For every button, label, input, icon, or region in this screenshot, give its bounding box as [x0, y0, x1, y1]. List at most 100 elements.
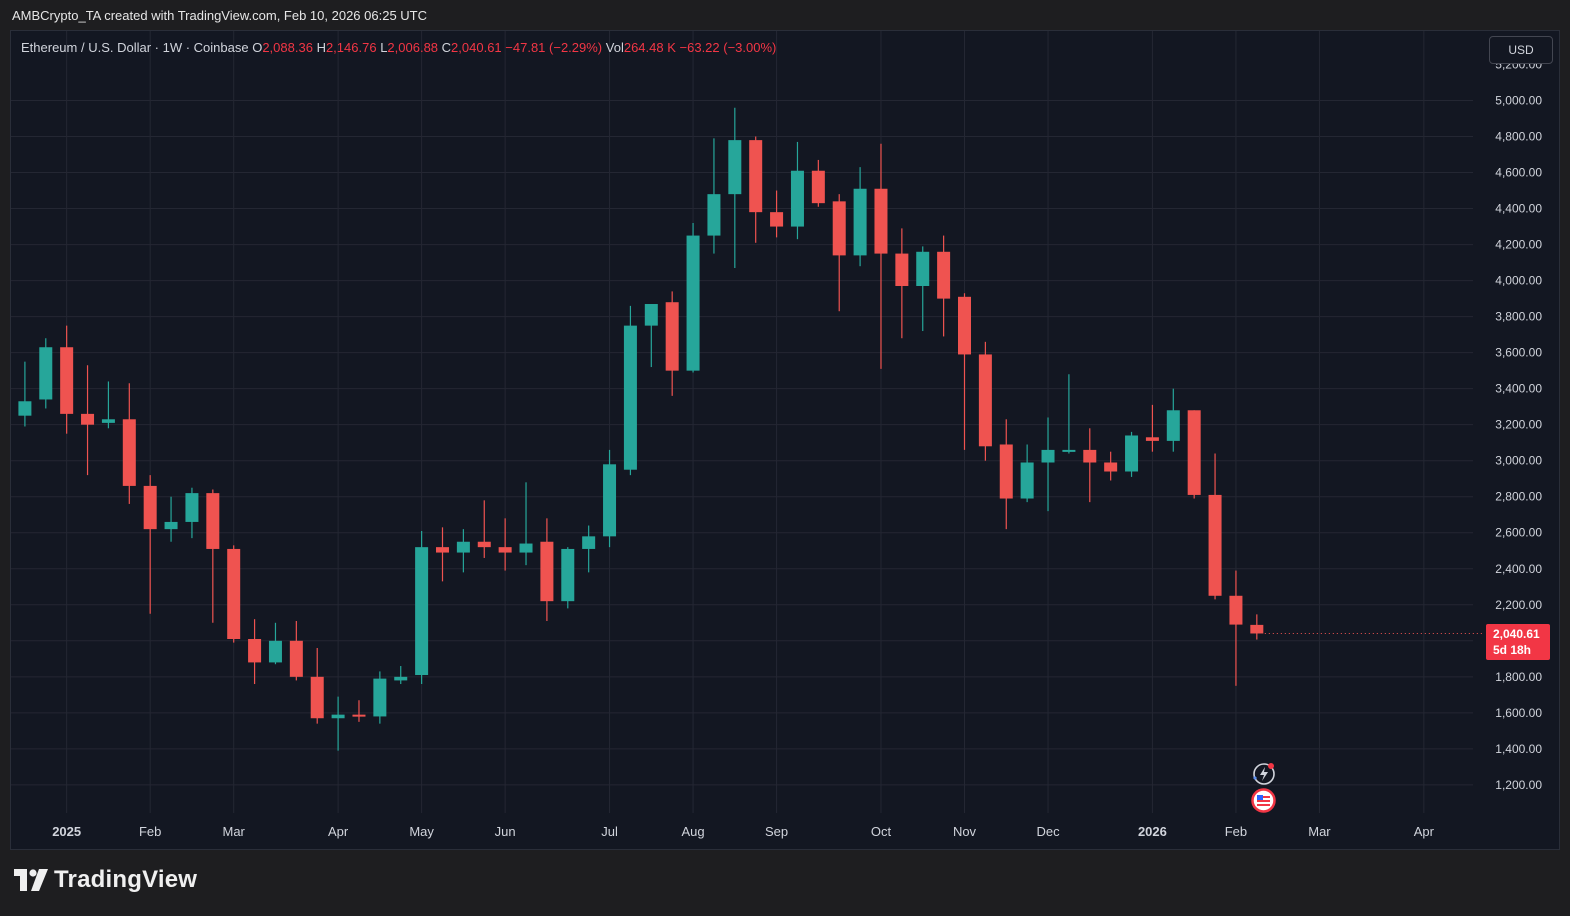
candle[interactable]: [1041, 417, 1055, 512]
candle-body: [1041, 449, 1055, 463]
candle[interactable]: [978, 341, 992, 461]
candle[interactable]: [498, 518, 512, 571]
symbol-description[interactable]: Ethereum / U.S. Dollar · 1W · Coinbase: [21, 40, 249, 55]
y-tick-label: 5,000.00: [1495, 94, 1542, 108]
candle[interactable]: [665, 291, 679, 396]
candle[interactable]: [811, 159, 825, 207]
candle-body: [623, 325, 637, 470]
candle[interactable]: [1020, 444, 1034, 503]
candle-body: [101, 419, 115, 423]
candle[interactable]: [707, 138, 721, 254]
x-tick-label: Dec: [1036, 824, 1060, 839]
candle[interactable]: [999, 419, 1013, 530]
candle[interactable]: [436, 527, 449, 582]
candle[interactable]: [415, 530, 429, 685]
candle[interactable]: [1062, 374, 1076, 454]
candle[interactable]: [373, 671, 387, 724]
candle[interactable]: [1166, 388, 1180, 452]
candle[interactable]: [749, 136, 763, 243]
candle[interactable]: [540, 518, 554, 621]
candle-body: [248, 638, 262, 663]
y-tick-label: 4,200.00: [1495, 238, 1542, 252]
candle[interactable]: [561, 547, 575, 609]
low-label: L: [380, 40, 388, 55]
candle[interactable]: [1145, 404, 1159, 452]
candle[interactable]: [874, 143, 888, 369]
candle[interactable]: [1125, 431, 1139, 477]
candle[interactable]: [268, 622, 282, 665]
last-price-badge: 2,040.61 5d 18h: [1486, 624, 1550, 660]
candle[interactable]: [227, 545, 241, 643]
candle-body: [18, 401, 32, 416]
y-tick-label: 3,600.00: [1495, 346, 1542, 360]
x-tick-label: Nov: [953, 824, 977, 839]
candle[interactable]: [477, 500, 491, 558]
y-tick-label: 1,200.00: [1495, 778, 1542, 792]
candle[interactable]: [1187, 410, 1201, 499]
candle-body: [958, 296, 971, 355]
candle[interactable]: [1104, 451, 1118, 481]
candle[interactable]: [1250, 614, 1264, 640]
candle[interactable]: [164, 496, 178, 542]
x-tick-label: Sep: [765, 824, 788, 839]
candle[interactable]: [101, 381, 115, 429]
chart-panel[interactable]: 1,200.001,400.001,600.001,800.002,000.00…: [10, 30, 1560, 850]
candlestick-chart[interactable]: 1,200.001,400.001,600.001,800.002,000.00…: [11, 31, 1559, 849]
candle[interactable]: [39, 338, 53, 409]
candle-body: [81, 413, 95, 425]
candle[interactable]: [644, 304, 658, 368]
candle[interactable]: [790, 141, 804, 240]
candle-body: [60, 347, 74, 414]
high-value: 2,146.76: [325, 40, 377, 55]
candle[interactable]: [143, 475, 157, 614]
y-tick-label: 4,000.00: [1495, 274, 1542, 288]
candle[interactable]: [603, 449, 617, 548]
currency-button[interactable]: USD: [1489, 36, 1553, 64]
candle[interactable]: [185, 487, 199, 539]
candle[interactable]: [394, 666, 408, 685]
candle[interactable]: [832, 194, 846, 312]
candle[interactable]: [122, 383, 136, 504]
candle[interactable]: [331, 696, 345, 751]
candle-body: [206, 493, 220, 549]
candle[interactable]: [310, 648, 324, 724]
candle[interactable]: [958, 293, 971, 450]
candle[interactable]: [60, 325, 74, 434]
close-value: 2,040.61: [451, 40, 502, 55]
candle-body: [436, 547, 449, 553]
volume-value: 264.48 K: [623, 40, 676, 55]
candle[interactable]: [770, 190, 784, 238]
candle[interactable]: [289, 620, 303, 681]
candle[interactable]: [895, 228, 909, 339]
open-label: O: [252, 40, 263, 55]
candle[interactable]: [18, 361, 32, 427]
candle[interactable]: [519, 482, 533, 566]
candle[interactable]: [81, 365, 95, 476]
candle[interactable]: [686, 222, 700, 373]
x-tick-label: 2026: [1138, 824, 1167, 839]
candle-body: [1062, 449, 1076, 452]
candle[interactable]: [1208, 453, 1222, 600]
time-axis: 2025 Feb Mar Apr May Jun Jul Aug Sep Oct Nov Dec 202…: [52, 824, 1434, 839]
candle[interactable]: [916, 246, 930, 332]
tradingview-brand[interactable]: TradingView: [14, 866, 197, 894]
candle[interactable]: [248, 619, 262, 685]
candle[interactable]: [1083, 428, 1097, 503]
flash-event-icon[interactable]: [1250, 761, 1275, 785]
candle[interactable]: [1229, 570, 1243, 686]
candle-body: [519, 543, 533, 553]
candle[interactable]: [728, 107, 742, 268]
x-tick-label: May: [409, 824, 434, 839]
candle[interactable]: [456, 529, 470, 573]
candle[interactable]: [623, 305, 637, 476]
candle[interactable]: [853, 167, 867, 267]
y-tick-label: 3,000.00: [1495, 454, 1542, 468]
us-flag-event-icon[interactable]: [1251, 788, 1276, 813]
candle-body: [289, 640, 303, 677]
candle[interactable]: [937, 235, 951, 337]
candle[interactable]: [352, 700, 366, 722]
candle[interactable]: [582, 525, 596, 573]
candle[interactable]: [206, 489, 220, 623]
y-tick-label: 2,400.00: [1495, 562, 1542, 576]
volume-label: Vol: [605, 40, 624, 55]
